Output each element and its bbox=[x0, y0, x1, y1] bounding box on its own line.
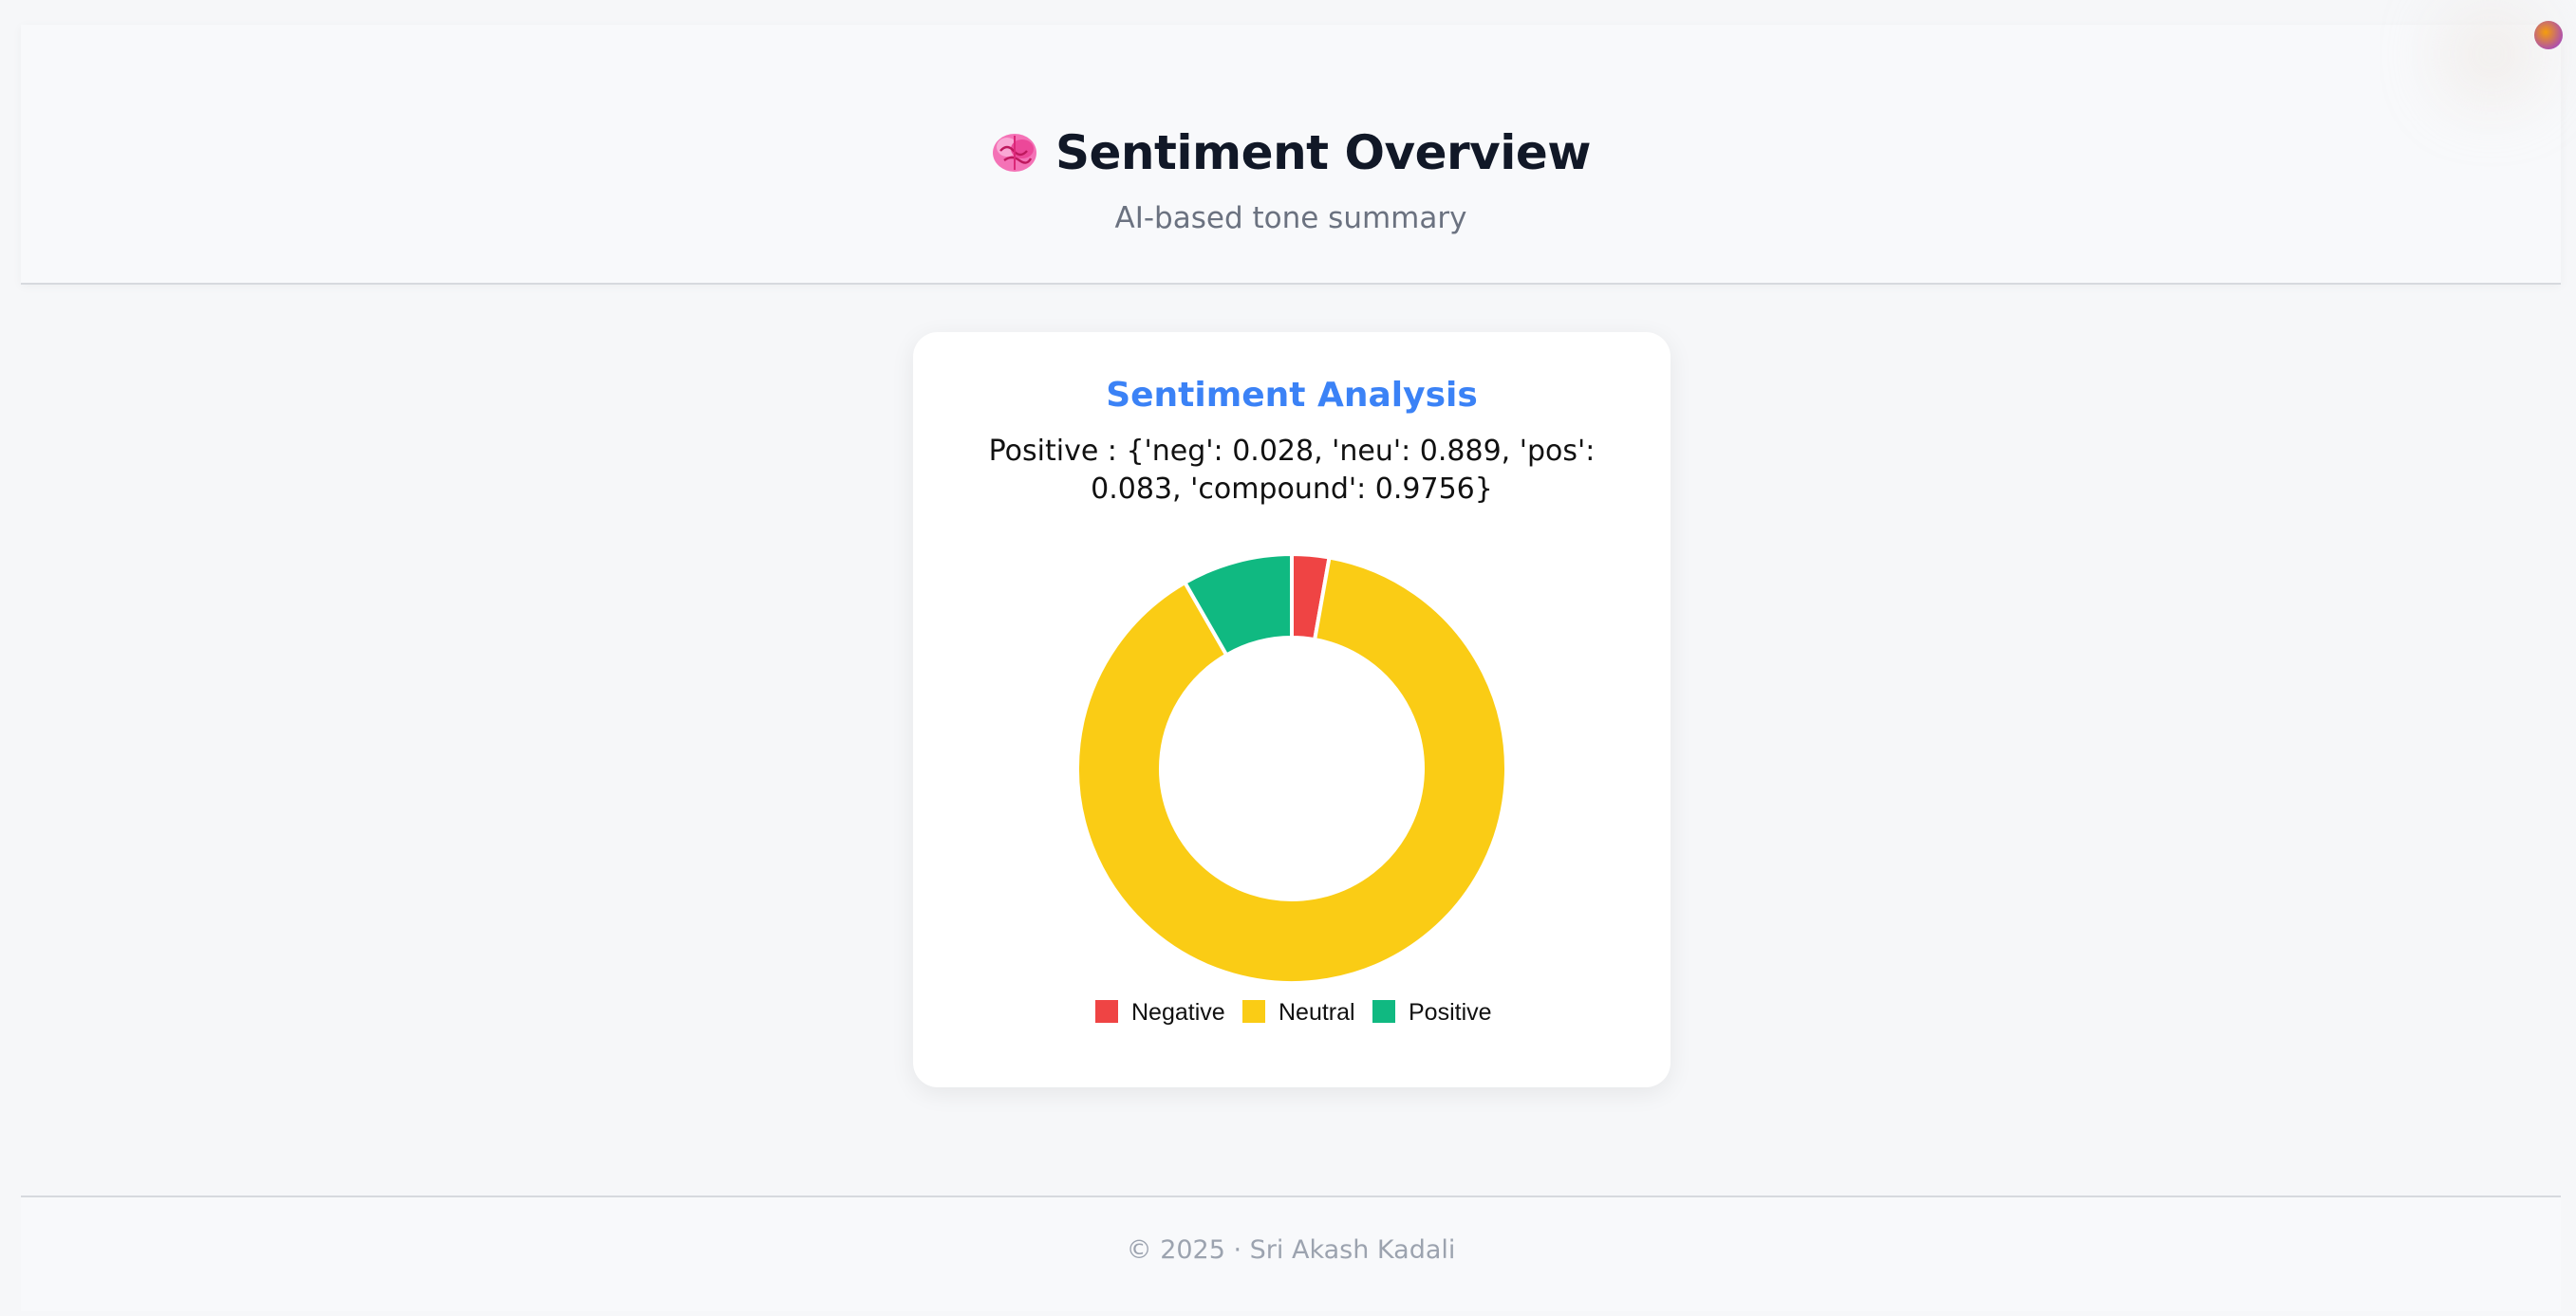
page-title: Sentiment Overview bbox=[1055, 125, 1591, 180]
legend-swatch-positive[interactable] bbox=[1372, 1000, 1395, 1023]
sentiment-card: Sentiment Analysis Positive : {'neg': 0.… bbox=[913, 332, 1671, 1087]
legend-label-negative[interactable]: Negative bbox=[1131, 999, 1225, 1026]
page-subtitle: AI-based tone summary bbox=[1114, 201, 1467, 235]
copyright-text: © 2025 · Sri Akash Kadali bbox=[1126, 1235, 1456, 1265]
sentiment-summary: Positive : {'neg': 0.028, 'neu': 0.889, … bbox=[988, 435, 1596, 506]
sentiment-doughnut-chart: Negative Neutral Positive bbox=[1075, 551, 1508, 1026]
slice-positive[interactable] bbox=[1182, 551, 1294, 658]
brain-icon bbox=[993, 134, 1036, 172]
slice-neutral[interactable] bbox=[1075, 555, 1508, 985]
title-row: Sentiment Overview bbox=[21, 125, 2561, 180]
card-title: Sentiment Analysis bbox=[1106, 376, 1478, 415]
legend-swatch-neutral[interactable] bbox=[1242, 1000, 1265, 1023]
avatar[interactable] bbox=[2534, 21, 2563, 49]
footer: © 2025 · Sri Akash Kadali bbox=[21, 1196, 2561, 1311]
legend-swatch-negative[interactable] bbox=[1095, 1000, 1118, 1023]
legend-label-neutral[interactable]: Neutral bbox=[1279, 999, 1355, 1026]
header: Sentiment Overview AI-based tone summary bbox=[21, 25, 2561, 285]
legend-label-positive[interactable]: Positive bbox=[1409, 999, 1492, 1026]
